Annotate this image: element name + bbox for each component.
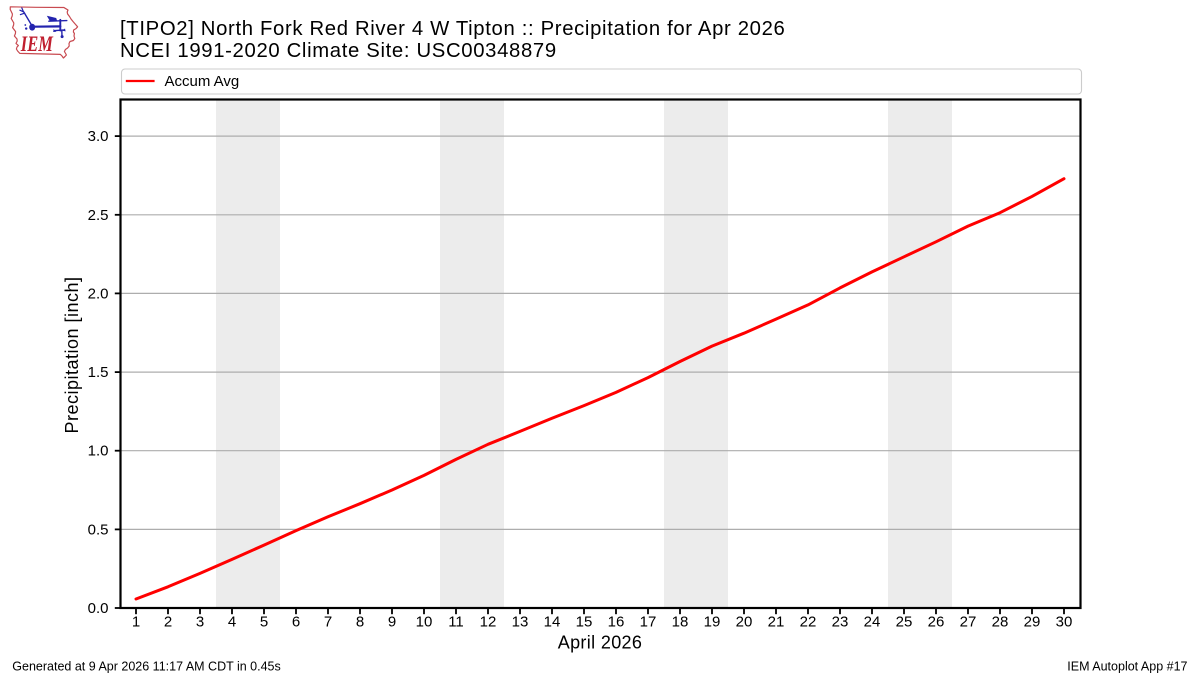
svg-text:Accum Avg: Accum Avg: [165, 73, 240, 90]
svg-text:6: 6: [292, 614, 300, 631]
svg-text:0.0: 0.0: [88, 600, 109, 617]
svg-text:IEM: IEM: [20, 33, 54, 57]
svg-text:23: 23: [832, 614, 849, 631]
svg-text:5: 5: [260, 614, 268, 631]
svg-text:15: 15: [576, 614, 593, 631]
svg-text:22: 22: [800, 614, 817, 631]
svg-text:[TIPO2] North Fork Red River 4: [TIPO2] North Fork Red River 4 W Tipton …: [120, 18, 786, 40]
svg-text:2.5: 2.5: [88, 207, 109, 224]
svg-text:4: 4: [228, 614, 236, 631]
svg-text:2.0: 2.0: [88, 285, 109, 302]
svg-text:24: 24: [864, 614, 881, 631]
svg-text:Generated at 9 Apr 2026 11:17: Generated at 9 Apr 2026 11:17 AM CDT in …: [12, 659, 280, 673]
svg-text:3.0: 3.0: [88, 128, 109, 145]
svg-text:1.5: 1.5: [88, 364, 109, 381]
svg-text:16: 16: [608, 614, 625, 631]
svg-text:3: 3: [196, 614, 204, 631]
svg-text:IEM Autoplot App #17: IEM Autoplot App #17: [1067, 659, 1187, 673]
svg-text:Precipitation [inch]: Precipitation [inch]: [62, 276, 82, 433]
svg-text:18: 18: [672, 614, 689, 631]
svg-text:12: 12: [480, 614, 497, 631]
svg-text:21: 21: [768, 614, 785, 631]
svg-text:30: 30: [1056, 614, 1073, 631]
svg-text:0.5: 0.5: [88, 521, 109, 538]
svg-text:8: 8: [356, 614, 364, 631]
svg-text:26: 26: [928, 614, 945, 631]
svg-text:20: 20: [736, 614, 753, 631]
svg-text:10: 10: [416, 614, 433, 631]
svg-text:14: 14: [544, 614, 561, 631]
svg-text:7: 7: [324, 614, 332, 631]
svg-text:11: 11: [448, 614, 464, 631]
svg-text:April 2026: April 2026: [558, 633, 643, 653]
svg-text:17: 17: [640, 614, 657, 631]
svg-text:9: 9: [388, 614, 396, 631]
svg-text:19: 19: [704, 614, 721, 631]
svg-text:13: 13: [512, 614, 529, 631]
svg-text:1.0: 1.0: [88, 443, 109, 460]
svg-text:29: 29: [1024, 614, 1041, 631]
svg-text:27: 27: [960, 614, 977, 631]
svg-text:NCEI 1991-2020 Climate Site: U: NCEI 1991-2020 Climate Site: USC00348879: [120, 40, 557, 62]
svg-text:28: 28: [992, 614, 1009, 631]
svg-text:2: 2: [164, 614, 172, 631]
svg-text:1: 1: [132, 614, 140, 631]
svg-text:25: 25: [896, 614, 913, 631]
